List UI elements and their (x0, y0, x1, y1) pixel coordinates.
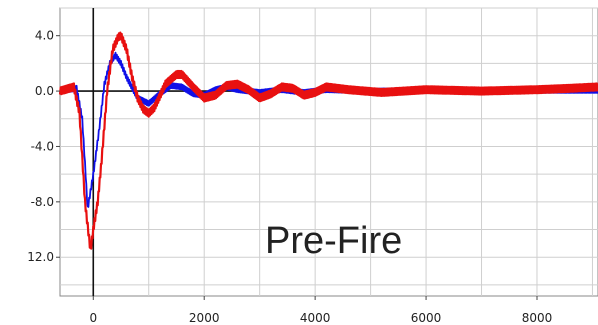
y-tick-label: -4.0 (31, 139, 54, 153)
series-line-red (58, 31, 598, 250)
y-tick-label: 0.0 (35, 84, 54, 98)
x-tick-label: 2000 (189, 311, 220, 325)
plot-area (59, 7, 598, 297)
y-tick-label: 4.0 (35, 29, 54, 43)
y-tick-label: 12.0 (27, 250, 54, 264)
x-tick-label: 6000 (411, 311, 442, 325)
pre-fire-annotation: Pre-Fire (265, 220, 402, 262)
x-tick-label: 8000 (522, 311, 553, 325)
x-tick-label: 4000 (300, 311, 331, 325)
series-layer (58, 31, 598, 250)
ticks: 4.0 0.0 -4.0 -8.0 12.0 0 2000 4000 6000 8000 (27, 29, 552, 325)
y-tick-label: -8.0 (31, 195, 54, 209)
x-tick-label: 0 (89, 311, 97, 325)
